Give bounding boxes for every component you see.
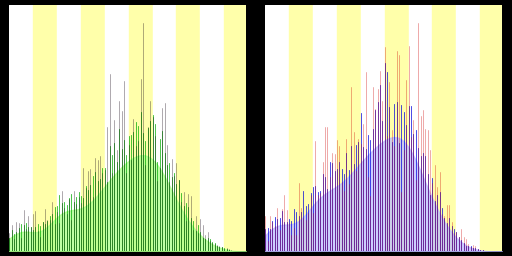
Bar — [480, 5, 504, 251]
Bar — [409, 5, 433, 251]
Bar — [433, 5, 456, 251]
Bar — [9, 5, 33, 251]
Bar — [57, 5, 81, 251]
Bar — [177, 5, 200, 251]
Bar — [265, 5, 289, 251]
Bar — [33, 5, 57, 251]
Bar — [504, 5, 512, 251]
Bar — [248, 5, 272, 251]
Bar — [224, 5, 248, 251]
Bar — [313, 5, 337, 251]
Bar — [105, 5, 129, 251]
Bar — [385, 5, 409, 251]
Bar — [129, 5, 153, 251]
Bar — [361, 5, 385, 251]
Bar — [456, 5, 480, 251]
Bar — [289, 5, 313, 251]
Bar — [200, 5, 224, 251]
Bar — [81, 5, 105, 251]
Bar — [153, 5, 177, 251]
Bar — [337, 5, 361, 251]
